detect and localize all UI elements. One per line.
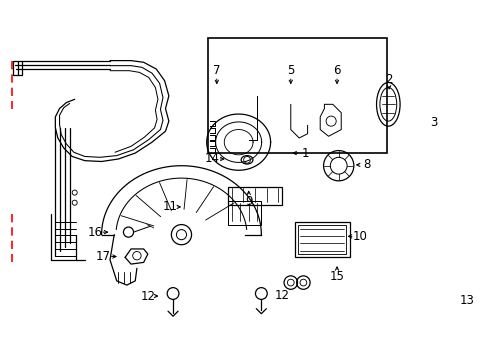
Text: 9: 9 [244, 194, 252, 207]
Text: 2: 2 [385, 73, 392, 86]
Text: 5: 5 [286, 64, 294, 77]
Bar [208, 38, 386, 153]
Text: 8: 8 [362, 158, 369, 171]
Text: 16: 16 [87, 226, 102, 239]
Bar [227, 201, 261, 225]
Text: 17: 17 [96, 250, 111, 263]
Text: 10: 10 [351, 230, 366, 243]
Text: 13: 13 [459, 294, 474, 307]
Text: 7: 7 [213, 64, 220, 77]
Text: 3: 3 [429, 116, 436, 129]
Text: 14: 14 [204, 153, 220, 166]
Text: 11: 11 [163, 201, 178, 213]
Text: 12: 12 [140, 289, 155, 302]
Text: 15: 15 [329, 270, 344, 283]
Text: 6: 6 [333, 64, 340, 77]
Bar [294, 222, 349, 257]
Text: 12: 12 [274, 289, 289, 302]
Bar [298, 225, 346, 254]
Text: 1: 1 [302, 147, 309, 159]
Bar [227, 187, 282, 205]
